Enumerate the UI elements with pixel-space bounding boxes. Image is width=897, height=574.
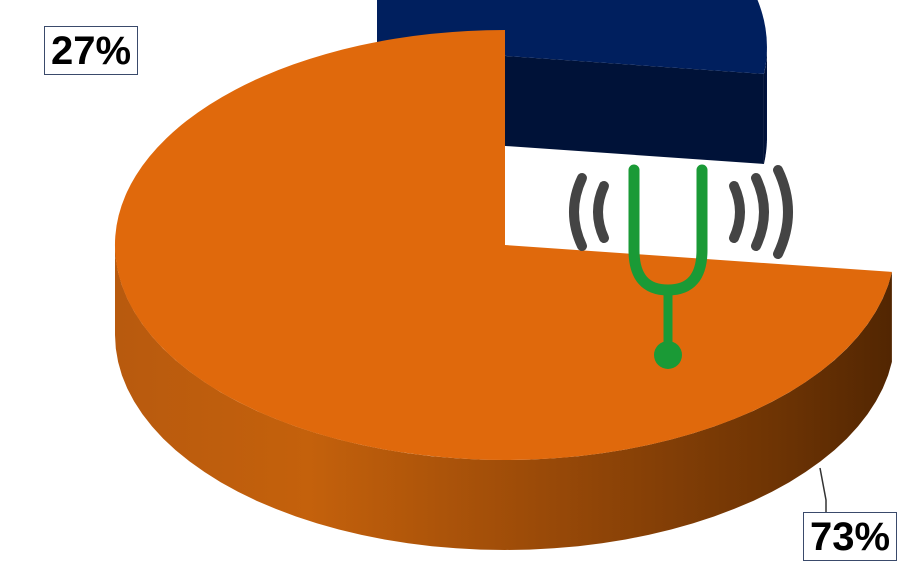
pie-slice-large (114, 30, 892, 550)
data-label-large-slice: 73% (803, 512, 897, 561)
tuning-fork-icon (569, 164, 793, 369)
leader-line (819, 467, 827, 512)
pie-slice-top (114, 30, 892, 460)
pie-slice-top (377, 0, 767, 74)
pie-slice-side (115, 245, 892, 550)
pie-slice-side (763, 47, 767, 164)
data-label-small-slice: 27% (44, 26, 139, 75)
pie-slices (114, 0, 892, 550)
